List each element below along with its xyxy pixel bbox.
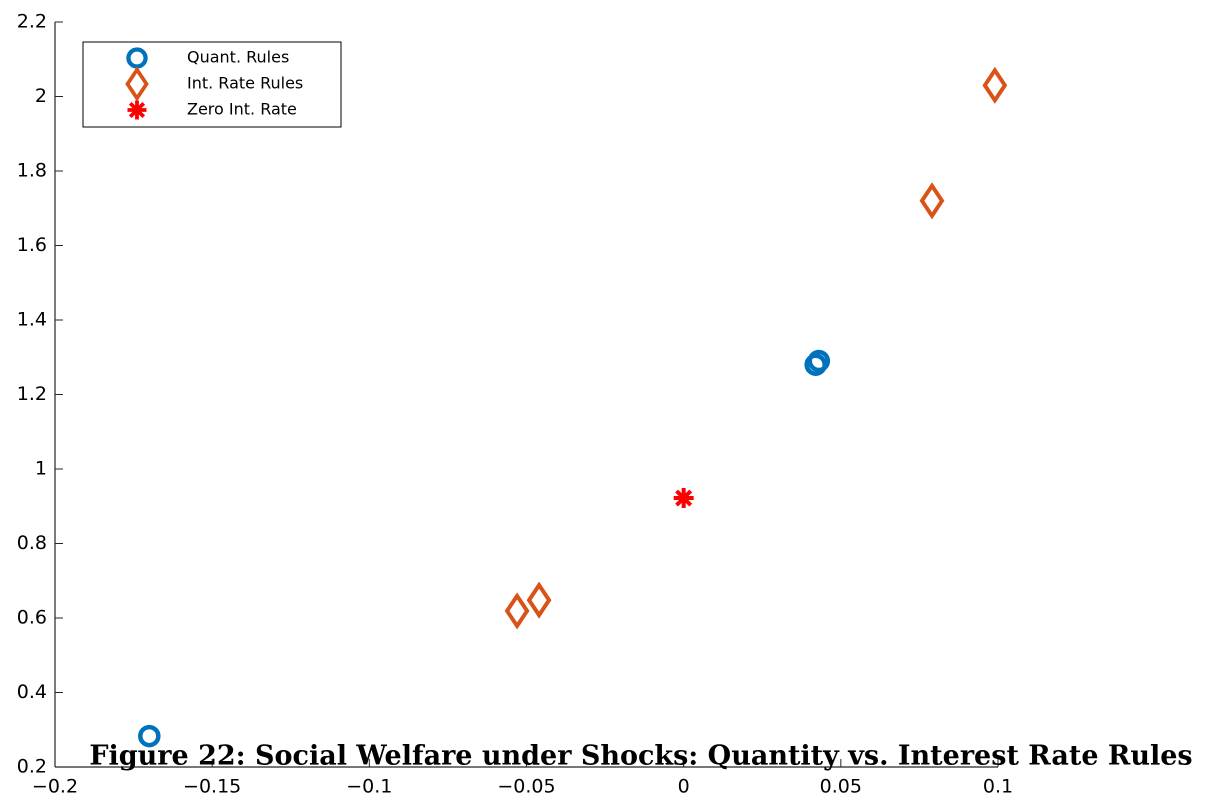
y-tick-label: 1.6 [17, 234, 47, 256]
point [504, 592, 530, 630]
x-tick-label: 0 [678, 776, 690, 798]
y-tick-label: 0.6 [17, 607, 47, 629]
y-tick-label: 0.2 [17, 756, 47, 778]
point [982, 66, 1008, 104]
legend-label: Quant. Rules [187, 48, 289, 67]
x-tick-label: −0.1 [346, 776, 392, 798]
x-tick-label: 0.05 [820, 776, 862, 798]
x-tick-label: −0.05 [497, 776, 555, 798]
y-tick-label: 1.8 [17, 160, 47, 182]
point [526, 581, 552, 619]
point [919, 182, 945, 220]
point [807, 349, 831, 373]
x-tick-label: 0.1 [983, 776, 1013, 798]
y-tick-label: 1 [35, 458, 47, 480]
x-tick-label: −0.15 [183, 776, 241, 798]
y-tick-label: 0.8 [17, 532, 47, 554]
y-tick-label: 2 [35, 85, 47, 107]
point [138, 724, 161, 748]
y-tick-label: 2.2 [17, 11, 47, 33]
legend-label: Zero Int. Rate [187, 100, 297, 119]
y-tick-label: 0.4 [17, 681, 47, 703]
legend-marker [125, 66, 149, 102]
caption: Figure 22: Social Welfare under Shocks: … [89, 741, 1192, 772]
point [673, 488, 694, 509]
legend-marker [127, 100, 147, 120]
legend-label: Int. Rate Rules [187, 74, 303, 93]
y-tick-label: 1.2 [17, 383, 47, 405]
y-tick-label: 1.4 [17, 309, 47, 331]
x-tick-label: −0.2 [32, 776, 78, 798]
